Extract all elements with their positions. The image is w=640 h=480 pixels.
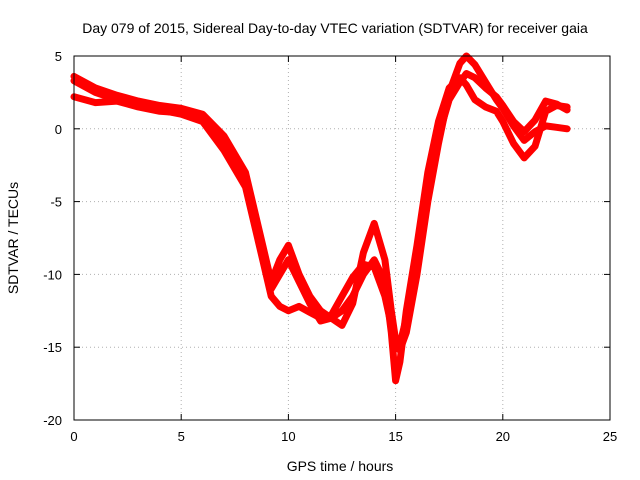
data-point	[276, 256, 283, 263]
data-point	[339, 322, 345, 329]
data-point	[371, 220, 378, 227]
x-tick-label: 0	[70, 429, 77, 444]
data-point	[381, 256, 388, 263]
data-point	[463, 82, 470, 89]
data-point	[446, 85, 453, 92]
data-point	[113, 92, 120, 99]
data-point	[371, 256, 378, 263]
x-tick-label: 25	[603, 429, 617, 444]
data-point	[493, 108, 500, 115]
data-point	[542, 98, 549, 105]
data-point	[471, 74, 478, 81]
data-point	[268, 278, 275, 285]
data-point	[135, 98, 142, 105]
data-point	[403, 315, 410, 322]
x-tick-label: 15	[388, 429, 402, 444]
data-point	[156, 108, 163, 115]
data-point	[396, 358, 403, 365]
data-point	[268, 293, 275, 300]
data-point	[521, 128, 528, 135]
x-tick-label: 10	[281, 429, 295, 444]
data-point	[339, 307, 345, 314]
data-point	[360, 249, 367, 256]
data-point	[113, 98, 120, 105]
y-tick-label: -20	[43, 413, 62, 428]
data-point	[317, 317, 324, 324]
x-tick-label: 5	[178, 429, 185, 444]
y-tick-label: -15	[43, 340, 62, 355]
chart-title: Day 079 of 2015, Sidereal Day-to-day VTE…	[82, 20, 588, 36]
data-point	[92, 85, 99, 92]
data-point	[482, 85, 489, 92]
x-tick-label: 20	[496, 429, 510, 444]
data-point	[531, 117, 538, 124]
data-point	[242, 169, 249, 176]
y-tick-label: -5	[50, 195, 62, 210]
data-point	[178, 105, 185, 112]
data-point	[493, 93, 500, 100]
data-point	[553, 124, 560, 131]
data-point	[285, 242, 292, 249]
data-point	[156, 102, 163, 109]
data-point	[135, 103, 142, 110]
data-point	[435, 133, 442, 140]
data-point	[463, 70, 470, 77]
data-point	[510, 118, 517, 125]
data-point	[424, 191, 431, 198]
y-tick-label: 0	[55, 122, 62, 137]
data-point	[396, 341, 403, 348]
data-point	[392, 336, 399, 343]
data-point	[276, 303, 283, 310]
data-point	[221, 133, 228, 140]
data-point	[499, 102, 506, 109]
data-point	[392, 377, 399, 384]
x-axis-label: GPS time / hours	[287, 458, 394, 474]
data-point	[199, 111, 206, 118]
series-line-3	[70, 70, 571, 348]
data-point	[446, 96, 453, 103]
data-point	[521, 154, 528, 161]
data-point	[317, 307, 324, 314]
data-point	[285, 307, 292, 314]
data-point	[553, 101, 560, 108]
data-point	[259, 242, 266, 249]
tick-labels: 0 5 10 15 20 25 5 0 -5 -10 -15 -20	[43, 49, 617, 444]
data-point	[482, 103, 489, 110]
data-point	[531, 143, 538, 150]
data-point	[456, 79, 463, 86]
data-point	[349, 300, 356, 307]
ticks	[73, 55, 611, 421]
y-tick-label: -10	[43, 267, 62, 282]
data-point	[521, 137, 528, 144]
series-group	[70, 52, 571, 385]
data-point	[268, 285, 275, 292]
data-point	[92, 99, 99, 106]
y-tick-label: 5	[55, 49, 62, 64]
y-axis-label: SDTVAR / TECUs	[5, 182, 21, 294]
data-point	[328, 315, 335, 322]
data-point	[499, 118, 506, 125]
data-point	[510, 140, 517, 147]
data-point	[456, 60, 463, 67]
data-point	[296, 303, 303, 310]
series-line-2	[70, 74, 571, 385]
data-point	[564, 125, 571, 132]
plot-frame	[73, 55, 611, 421]
data-point	[306, 293, 313, 300]
data-point	[388, 307, 395, 314]
data-point	[471, 61, 478, 68]
data-point	[564, 106, 571, 113]
data-point	[414, 264, 421, 271]
data-point	[339, 293, 345, 300]
data-point	[471, 96, 478, 103]
data-point	[296, 271, 303, 278]
